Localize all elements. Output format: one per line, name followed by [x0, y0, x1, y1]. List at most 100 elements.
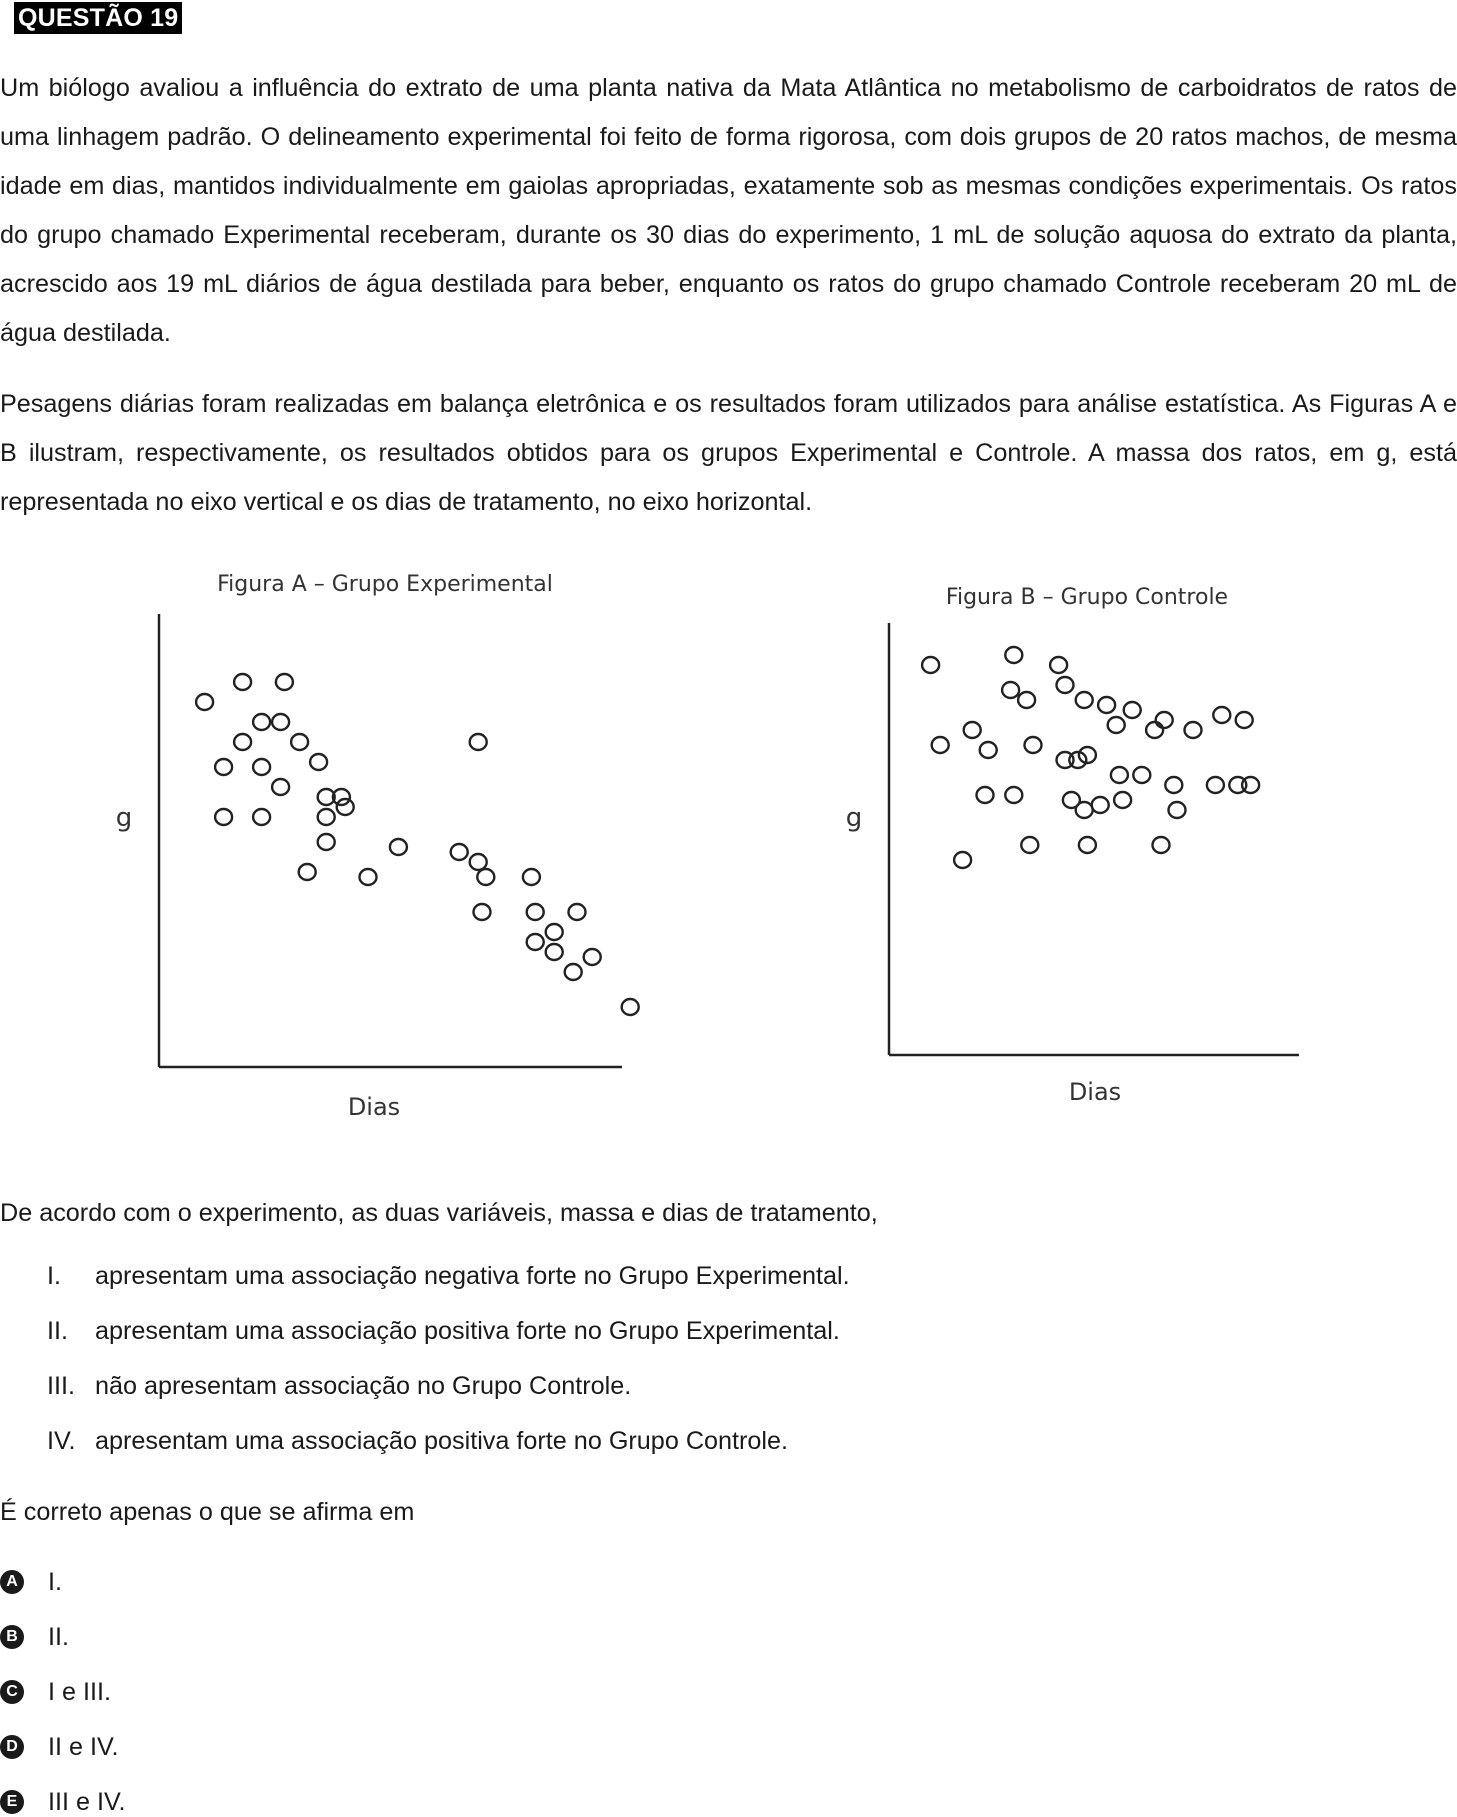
- scatter-point: [1167, 800, 1187, 820]
- figure-b-points: [920, 645, 1261, 870]
- scatter-point: [335, 797, 355, 817]
- scatter-point: [1096, 695, 1117, 715]
- option-text: I.: [48, 1568, 62, 1596]
- figure-a-ylabel: g: [116, 803, 133, 833]
- figure-b: Figura B – Grupo Controle g Dias: [846, 585, 1299, 1106]
- scatter-point: [1077, 745, 1098, 765]
- scatter-point: [1112, 790, 1133, 810]
- option-letter-badge: C: [0, 1680, 24, 1704]
- figure-a-xlabel: Dias: [348, 1093, 400, 1121]
- scatter-point: [472, 902, 492, 922]
- option-text: II e IV.: [48, 1733, 119, 1761]
- context-paragraph-1: Um biólogo avaliou a influência do extra…: [0, 74, 1457, 347]
- statement-text: não apresentam associação no Grupo Contr…: [95, 1372, 632, 1400]
- scatter-point: [270, 777, 291, 797]
- figure-b-ylabel: g: [846, 803, 863, 833]
- option-letter-badge: E: [0, 1790, 24, 1814]
- scatter-point: [388, 837, 409, 857]
- scatter-point: [1228, 775, 1248, 795]
- scatter-point: [251, 807, 272, 827]
- scatter-point: [316, 832, 336, 852]
- statement-text: apresentam uma associação positiva forte…: [95, 1317, 840, 1345]
- scatter-point: [358, 867, 378, 887]
- figure-a: Figura A – Grupo Experimental g Dias: [116, 572, 640, 1121]
- scatter-point: [567, 902, 587, 922]
- scatter-point: [274, 672, 295, 692]
- question-title: QUESTÃO 19: [14, 2, 183, 34]
- scatter-point: [1183, 720, 1203, 740]
- scatter-point: [1016, 690, 1037, 710]
- scatter-point: [525, 902, 545, 922]
- scatter-point: [582, 947, 602, 967]
- scatter-point: [308, 752, 329, 772]
- question-lead: De acordo com o experimento, as duas var…: [0, 1199, 878, 1227]
- scatter-point: [544, 942, 564, 962]
- statement-number: I.: [47, 1262, 61, 1290]
- figure-a-title: Figura A – Grupo Experimental: [217, 572, 553, 597]
- scatter-point: [213, 757, 234, 777]
- option-letter-badge: A: [0, 1570, 24, 1594]
- scatter-point: [251, 757, 272, 777]
- scatter-point: [544, 922, 564, 942]
- scatter-point: [1154, 710, 1174, 730]
- context-paragraph-2: Pesagens diárias foram realizadas em bal…: [0, 390, 1457, 516]
- scatter-point: [1122, 700, 1142, 720]
- scatter-point: [232, 672, 253, 692]
- scatter-point: [1151, 835, 1171, 855]
- figure-a-points: [194, 672, 640, 1017]
- option-text: II.: [48, 1623, 69, 1651]
- scatter-point: [962, 720, 982, 740]
- scatter-point: [975, 785, 995, 805]
- scatter-point: [1074, 800, 1094, 820]
- question-prompt: É correto apenas o que se afirma em: [0, 1498, 415, 1526]
- option-text: I e III.: [48, 1678, 111, 1706]
- scatter-point: [468, 852, 488, 872]
- scatter-point: [1077, 835, 1098, 855]
- scatter-point: [1023, 735, 1043, 755]
- scatter-point: [1004, 785, 1024, 805]
- scatter-point: [1144, 720, 1165, 740]
- scatter-point: [1240, 775, 1261, 795]
- scatter-point: [1090, 795, 1110, 815]
- scatter-point: [297, 862, 317, 882]
- scatter-point: [316, 807, 336, 827]
- scatter-point: [1109, 765, 1130, 785]
- scatter-point: [1234, 710, 1254, 730]
- scatter-point: [1020, 835, 1040, 855]
- scatter-point: [468, 732, 488, 752]
- scatter-point: [251, 712, 272, 732]
- statement-number: IV.: [47, 1427, 76, 1455]
- scatter-point: [289, 732, 310, 752]
- scatter-point: [1061, 790, 1082, 810]
- scatter-point: [1212, 705, 1232, 725]
- figures: Figura A – Grupo Experimental g Dias Fig…: [116, 572, 1299, 1121]
- scatter-point: [194, 692, 215, 712]
- figure-b-title: Figura B – Grupo Controle: [946, 585, 1228, 610]
- scatter-point: [476, 867, 496, 887]
- scatter-point: [1074, 690, 1094, 710]
- scatter-point: [331, 787, 352, 807]
- scatter-point: [1004, 645, 1024, 665]
- statement-number: II.: [47, 1317, 68, 1345]
- scatter-point: [270, 712, 291, 732]
- scatter-point: [316, 787, 336, 807]
- scatter-point: [563, 962, 583, 982]
- scatter-point: [449, 842, 469, 862]
- option-letter-badge: D: [0, 1735, 24, 1759]
- scatter-point: [620, 997, 640, 1017]
- statement-number: III.: [47, 1372, 75, 1400]
- scatter-point: [1068, 750, 1088, 770]
- scatter-point: [952, 850, 973, 870]
- scatter-point: [213, 807, 234, 827]
- option-text: III e IV.: [48, 1788, 126, 1816]
- scatter-point: [978, 740, 998, 760]
- option-letter-badge: B: [0, 1625, 24, 1649]
- scatter-point: [525, 932, 545, 952]
- scatter-point: [1055, 675, 1075, 695]
- scatter-point: [1205, 775, 1226, 795]
- scatter-point: [1132, 765, 1152, 785]
- scatter-point: [920, 655, 941, 675]
- scatter-point: [232, 732, 253, 752]
- statement-text: apresentam uma associação positiva forte…: [95, 1427, 789, 1455]
- scatter-point: [1106, 715, 1126, 735]
